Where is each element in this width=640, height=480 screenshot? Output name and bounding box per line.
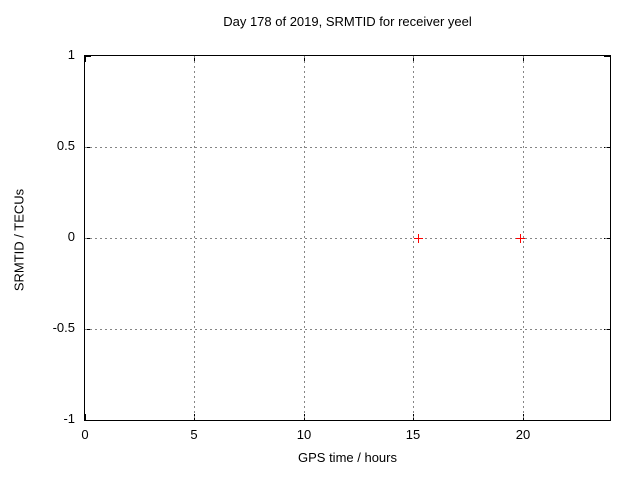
x-tick-mark-top bbox=[85, 56, 86, 62]
y-tick-mark-right bbox=[604, 420, 610, 421]
y-tick-label: 0 bbox=[67, 229, 75, 244]
y-tick-label: -1 bbox=[63, 411, 75, 426]
x-axis-label: GPS time / hours bbox=[298, 450, 397, 465]
y-tick-label: -0.5 bbox=[52, 320, 75, 335]
y-gridline bbox=[85, 329, 610, 330]
x-tick-mark-bottom bbox=[85, 414, 86, 420]
x-tick-label: 20 bbox=[515, 427, 531, 442]
y-tick-mark-right bbox=[604, 56, 610, 57]
y-gridline bbox=[85, 147, 610, 148]
data-point-plus-marker bbox=[520, 234, 521, 243]
chart-title: Day 178 of 2019, SRMTID for receiver yee… bbox=[223, 14, 472, 29]
y-tick-mark-left bbox=[85, 56, 91, 57]
x-tick-label: 0 bbox=[81, 427, 89, 442]
x-tick-label: 10 bbox=[296, 427, 312, 442]
y-tick-label: 1 bbox=[67, 47, 75, 62]
plot-area: 0 5 10 15 20 -1 -0.5 0 0.5 1 bbox=[53, 47, 611, 442]
data-point-plus-marker bbox=[418, 234, 419, 243]
x-tick-label: 5 bbox=[190, 427, 198, 442]
y-tick-label: 0.5 bbox=[56, 138, 75, 153]
y-tick-mark-left bbox=[85, 420, 91, 421]
y-gridline bbox=[85, 238, 610, 239]
x-tick-label: 15 bbox=[405, 427, 421, 442]
